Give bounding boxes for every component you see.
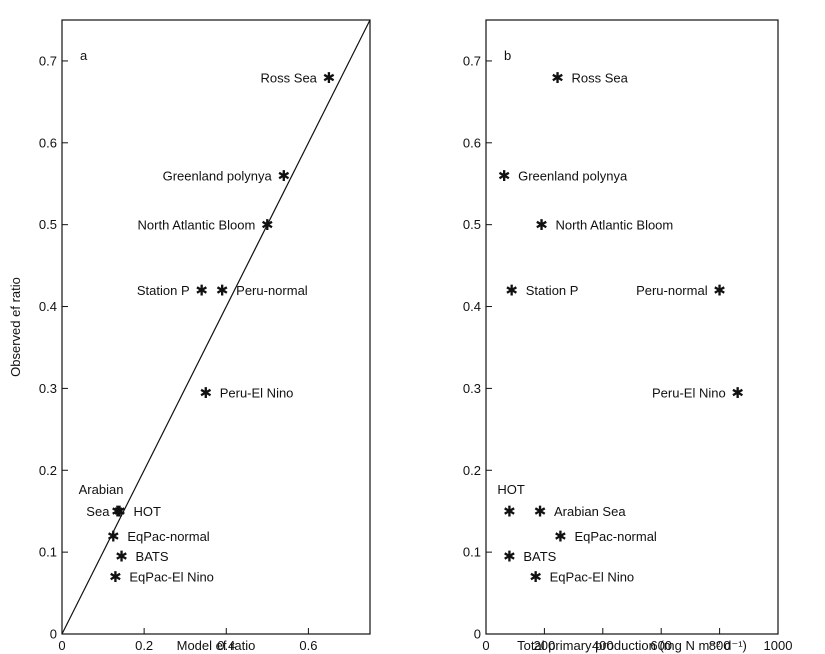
panel-a-label-peru-normal: Peru-normal (236, 283, 308, 298)
panel-a-x-tick-label: 0.4 (217, 638, 235, 653)
panel-a-plot-frame (61, 19, 371, 635)
panel-a-x-tick-label: 0.6 (299, 638, 317, 653)
panel-a-label-station-p: Station P (137, 283, 190, 298)
panel-b-label-peru-el-nino: Peru-El Nino (652, 385, 726, 400)
panel-a-point-station-p: ✱ (195, 282, 208, 300)
panel-a-panel-letter: a (80, 48, 88, 63)
panel-a-y-tick-label: 0.5 (39, 217, 57, 232)
panel-b-point-arabian-sea: ✱ (534, 503, 547, 521)
panel-a-label-hot: HOT (133, 504, 161, 519)
panel-a-label-line: Arabian (79, 482, 124, 497)
panel-a-point-peru-el-nino: ✱ (199, 384, 212, 402)
panel-a-y-tick-label: 0.4 (39, 299, 57, 314)
panel-b-label-north-atlantic-bloom: North Atlantic Bloom (555, 218, 673, 233)
panel-b-y-tick-label: 0.2 (463, 463, 481, 478)
panel-a-y-axis-label: Observed ef ratio (8, 277, 23, 377)
panel-a-y-tick-label: 0.3 (39, 381, 57, 396)
panel-b-label-station-p: Station P (526, 283, 579, 298)
panel-b-point-peru-el-nino: ✱ (731, 384, 744, 402)
panel-b-point-north-atlantic-bloom: ✱ (535, 216, 548, 234)
panel-a-label-greenland-polynya: Greenland polynya (163, 169, 273, 184)
panel-a: 0 0.2 0.4 0.6 0 0.1 0.2 0.3 0.4 0.5 0.6 0.7 Model ef… (8, 19, 371, 653)
panel-b-label-peru-normal: Peru-normal (636, 283, 708, 298)
panel-b-x-tick-label: 800 (709, 638, 731, 653)
panel-a-point-north-atlantic-bloom: ✱ (261, 216, 274, 234)
panel-b-point-eqpac-el-nino: ✱ (529, 568, 542, 586)
panel-b-y-tick-label: 0.4 (463, 299, 481, 314)
panel-b: 0 200 400 600 800 1000 0 0.1 0.2 0.3 0.4 0.5 0.6 0.7 T… (463, 19, 793, 653)
panel-a-y-tick-label: 0.1 (39, 545, 57, 560)
panel-b-y-tick-label: 0.5 (463, 217, 481, 232)
panel-a-label-ross-sea: Ross Sea (261, 70, 318, 85)
panel-b-point-eqpac-normal: ✱ (554, 527, 567, 545)
panel-a-y-tick-label: 0 (50, 627, 57, 642)
panel-b-label-arabian-sea: Arabian Sea (554, 504, 626, 519)
panel-a-y-tick-label: 0.2 (39, 463, 57, 478)
panel-b-label-hot: HOT (497, 482, 525, 497)
panel-b-point-peru-normal: ✱ (713, 282, 726, 300)
panel-a-label-arabian-sea: Arabian Sea (79, 482, 124, 519)
panel-a-label-peru-el-nino: Peru-El Nino (220, 385, 294, 400)
panel-b-label-eqpac-normal: EqPac-normal (574, 529, 656, 544)
panel-b-y-tick-label: 0.7 (463, 53, 481, 68)
panel-b-x-tick-label: 400 (592, 638, 614, 653)
panel-a-point-peru-normal: ✱ (216, 282, 229, 300)
panel-b-label-eqpac-el-nino: EqPac-El Nino (550, 570, 635, 585)
panel-a-x-axis-label: Model ef ratio (177, 638, 256, 653)
panel-b-x-tick-label: 1000 (764, 638, 793, 653)
panel-a-point-hot: ✱ (113, 503, 126, 521)
panel-a-label-north-atlantic-bloom: North Atlantic Bloom (138, 218, 256, 233)
panel-b-y-tick-label: 0.1 (463, 545, 481, 560)
panel-a-point-bats: ✱ (115, 548, 128, 566)
panel-b-label-greenland-polynya: Greenland polynya (518, 169, 628, 184)
panel-a-label-eqpac-el-nino: EqPac-El Nino (129, 570, 214, 585)
panel-a-label-line: Sea (86, 504, 110, 519)
panel-b-x-tick-label: 600 (650, 638, 672, 653)
panel-a-label-bats: BATS (136, 549, 169, 564)
panel-b-point-hot: ✱ (503, 503, 516, 521)
panel-b-x-tick-label: 200 (534, 638, 556, 653)
panel-a-point-eqpac-normal: ✱ (107, 527, 120, 545)
panel-a-one-to-one-line (61, 19, 371, 635)
panel-a-point-arabian-sea: ✱ (111, 503, 124, 521)
panel-a-y-tick-label: 0.6 (39, 135, 57, 150)
panel-b-x-axis-label: Total primary production (mg N m⁻² d⁻¹) (517, 638, 747, 653)
panel-a-y-tick-label: 0.7 (39, 53, 57, 68)
panel-b-y-tick-label: 0.6 (463, 135, 481, 150)
panel-a-x-tick-label: 0.2 (135, 638, 153, 653)
panel-b-point-ross-sea: ✱ (551, 69, 564, 87)
panel-a-label-eqpac-normal: EqPac-normal (127, 529, 209, 544)
panel-a-point-ross-sea: ✱ (323, 69, 336, 87)
panel-b-point-greenland-polynya: ✱ (498, 167, 511, 185)
panel-b-point-station-p: ✱ (505, 282, 518, 300)
panel-b-x-tick-label: 0 (482, 638, 489, 653)
panel-a-point-greenland-polynya: ✱ (277, 167, 290, 185)
panel-a-x-tick-label: 0 (58, 638, 65, 653)
panel-b-label-bats: BATS (523, 549, 556, 564)
panel-a-point-eqpac-el-nino: ✱ (109, 568, 122, 586)
panel-b-plot-frame (485, 19, 779, 635)
panel-b-panel-letter: b (504, 48, 511, 63)
panel-b-y-tick-label: 0 (474, 627, 481, 642)
panel-b-label-ross-sea: Ross Sea (572, 70, 629, 85)
panel-b-y-tick-label: 0.3 (463, 381, 481, 396)
panel-b-point-bats: ✱ (503, 548, 516, 566)
